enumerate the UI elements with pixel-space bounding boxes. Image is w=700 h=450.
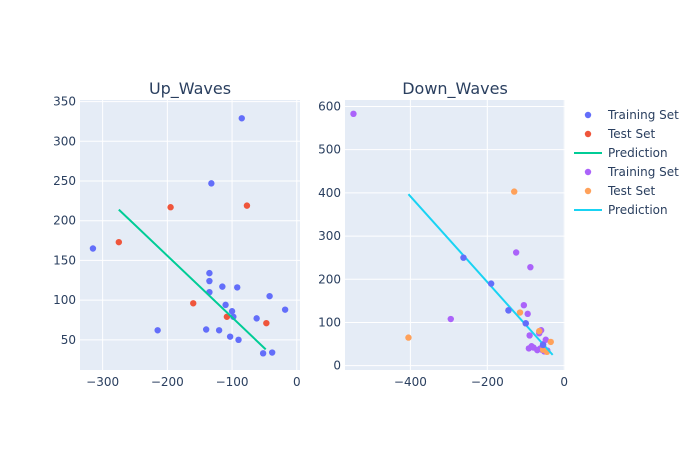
training-set-point [266, 292, 273, 300]
training-set-point [202, 326, 210, 333]
legend-item[interactable]: Training Set [584, 108, 679, 122]
training-set-point [226, 333, 234, 340]
y-tick-label: 200 [318, 272, 341, 286]
x-tick-label: −200 [471, 375, 504, 389]
legend-marker-icon [584, 187, 592, 195]
test-set-point [243, 202, 251, 209]
training-set-point [228, 308, 236, 315]
training-set-point [154, 327, 161, 334]
y-tick-label: 600 [318, 99, 341, 113]
training-set-point [520, 302, 528, 309]
plot-area [80, 100, 300, 370]
legend-label: Prediction [608, 146, 668, 160]
x-tick-label: −300 [86, 375, 119, 389]
legend-label: Test Set [607, 127, 655, 141]
legend-item[interactable]: Test Set [584, 127, 656, 141]
training-set-point [89, 245, 97, 252]
x-tick-label: 0 [293, 375, 301, 389]
legend-label: Training Set [607, 108, 679, 122]
training-set-point [522, 320, 529, 327]
y-tick-label: 150 [53, 253, 76, 267]
training-set-point [460, 254, 467, 261]
training-set-point [539, 341, 547, 349]
y-tick-label: 400 [318, 186, 341, 200]
x-tick-label: −200 [151, 375, 184, 389]
test-set-point [536, 327, 543, 335]
training-set-point [259, 350, 267, 357]
training-set-point [512, 249, 520, 256]
y-tick-label: 100 [53, 293, 76, 307]
training-set-point [234, 284, 241, 291]
y-tick-label: 300 [53, 134, 76, 148]
training-set-point [447, 315, 454, 323]
training-set-point [206, 277, 213, 285]
legend-label: Training Set [607, 165, 679, 179]
subplot-title: Up_Waves [149, 79, 231, 99]
prediction-line [118, 208, 267, 351]
plot-area [345, 100, 565, 370]
training-set-point [268, 349, 276, 356]
y-tick-label: 500 [318, 143, 341, 157]
training-set-point [238, 115, 245, 122]
legend[interactable]: Training Set Test Set Prediction Training S… [574, 108, 679, 217]
test-set-point [167, 204, 174, 211]
test-set-point [405, 334, 412, 341]
training-set-point [215, 327, 223, 334]
down-waves-panel: −400 −200 0 0 100 200 300 400 500 600 Down_Waves [318, 79, 568, 389]
prediction-line [407, 193, 554, 356]
y-tick-label: 0 [333, 359, 341, 373]
test-set-point [190, 300, 197, 307]
training-set-point [206, 269, 213, 277]
training-set-point [524, 310, 531, 318]
y-tick-label: 250 [53, 174, 76, 188]
training-set-point [505, 307, 512, 314]
y-tick-label: 350 [53, 95, 76, 109]
legend-label: Prediction [608, 203, 668, 217]
training-set-point [222, 301, 229, 309]
legend-item[interactable]: Prediction [574, 146, 668, 160]
training-set-point [527, 263, 534, 271]
legend-item[interactable]: Test Set [584, 184, 656, 198]
training-set-point [281, 306, 289, 313]
legend-item[interactable]: Training Set [584, 165, 679, 179]
x-tick-label: −400 [394, 375, 427, 389]
subplot-title: Down_Waves [402, 79, 508, 99]
training-set-point [526, 332, 533, 339]
x-tick-label: 0 [560, 375, 568, 389]
training-set-point [235, 336, 242, 344]
test-set-point [263, 319, 270, 327]
y-tick-label: 300 [318, 229, 341, 243]
training-set-point [208, 180, 215, 187]
up-waves-panel: −300 −200 −100 0 50 100 150 200 250 300 350 Up_Wave… [53, 79, 300, 389]
y-tick-label: 100 [318, 315, 341, 329]
test-set-point [547, 338, 554, 346]
legend-marker-icon [584, 168, 592, 176]
training-set-point [487, 280, 495, 287]
y-tick-label: 50 [61, 333, 76, 347]
y-tick-label: 200 [53, 214, 76, 228]
training-set-point [219, 283, 226, 290]
legend-marker-icon [584, 111, 592, 119]
x-tick-label: −100 [216, 375, 249, 389]
legend-item[interactable]: Prediction [574, 203, 668, 217]
test-set-point [115, 238, 123, 246]
legend-marker-icon [584, 130, 592, 138]
legend-label: Test Set [607, 184, 655, 198]
test-set-point [516, 309, 524, 316]
training-set-point [253, 315, 260, 322]
training-set-point [350, 110, 357, 118]
test-set-point [511, 188, 518, 195]
